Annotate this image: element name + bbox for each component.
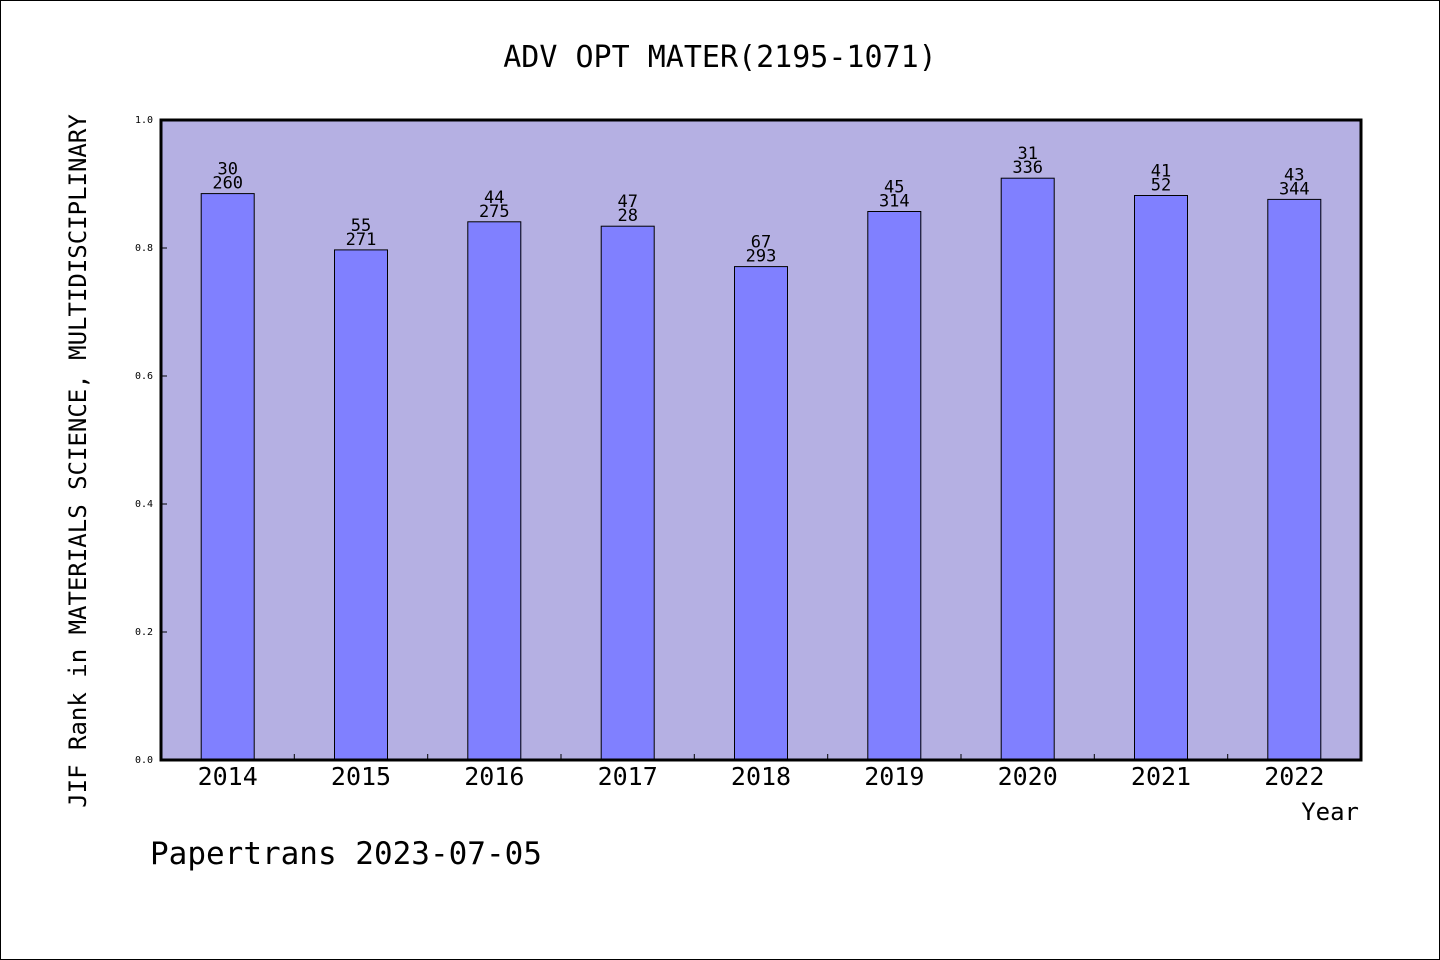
y-tick-label: 0.8	[135, 243, 153, 254]
x-tick-label-2015: 2015	[331, 762, 391, 791]
rank-label-2021: 41	[1151, 162, 1171, 182]
rank-label-2017: 47	[617, 192, 637, 212]
x-axis: 2014 2015 2016 2017 2018 2019 2020 2021 2022	[198, 754, 1324, 791]
total-label-2020: 336	[1012, 158, 1043, 178]
total-label-2016: 275	[479, 202, 510, 222]
x-tick-label-2021: 2021	[1131, 762, 1191, 791]
x-tick-label-2018: 2018	[731, 762, 791, 791]
y-tick-label: 0.0	[135, 755, 153, 766]
x-tick-label-2022: 2022	[1264, 762, 1324, 791]
bar-2020	[1000, 177, 1055, 761]
x-tick-label-2017: 2017	[598, 762, 658, 791]
total-label-2014: 260	[212, 174, 243, 194]
total-label-2022: 344	[1279, 179, 1310, 199]
total-label-2018: 293	[746, 247, 777, 267]
bar-2017	[600, 225, 655, 761]
x-tick-label-2020: 2020	[998, 762, 1058, 791]
chart-title: ADV OPT MATER(2195-1071)	[503, 40, 936, 75]
y-axis: 0.0 0.2 0.4 0.6 0.8 1.0	[135, 115, 167, 766]
bar-2016	[467, 221, 522, 761]
bar-2014	[200, 193, 255, 761]
rank-label-2018: 67	[751, 233, 771, 253]
rank-label-2019: 45	[884, 178, 904, 198]
bars-layer	[200, 177, 1322, 761]
y-tick-label: 0.4	[135, 499, 153, 510]
bar-2015	[334, 249, 388, 761]
total-label-2021: 52	[1151, 176, 1171, 196]
y-tick-label: 0.6	[135, 371, 153, 382]
x-tick-label-2019: 2019	[864, 762, 924, 791]
bar-2018	[734, 266, 788, 761]
y-axis-label: JIF Rank in MATERIALS SCIENCE, MULTIDISC…	[64, 114, 92, 808]
total-label-2017: 28	[617, 206, 637, 226]
x-axis-label: Year	[1301, 798, 1359, 826]
rank-label-2022: 43	[1284, 165, 1304, 185]
plot-border	[159, 118, 1363, 762]
rank-label-2015: 55	[351, 216, 371, 236]
y-tick-label: 1.0	[135, 115, 153, 126]
x-tick-label-2014: 2014	[198, 762, 258, 791]
bar-2019	[867, 211, 922, 761]
rank-label-2016: 44	[484, 188, 504, 208]
bar-2021	[1134, 195, 1188, 761]
rank-label-2014: 30	[217, 160, 237, 180]
rank-label-2020: 31	[1017, 144, 1037, 164]
bar-2022	[1267, 198, 1322, 761]
x-tick-label-2016: 2016	[464, 762, 524, 791]
y-tick-label: 0.2	[135, 627, 153, 638]
total-label-2019: 314	[879, 192, 910, 212]
footer-timestamp: Papertrans 2023-07-05	[150, 836, 542, 872]
total-label-2015: 271	[346, 230, 377, 250]
